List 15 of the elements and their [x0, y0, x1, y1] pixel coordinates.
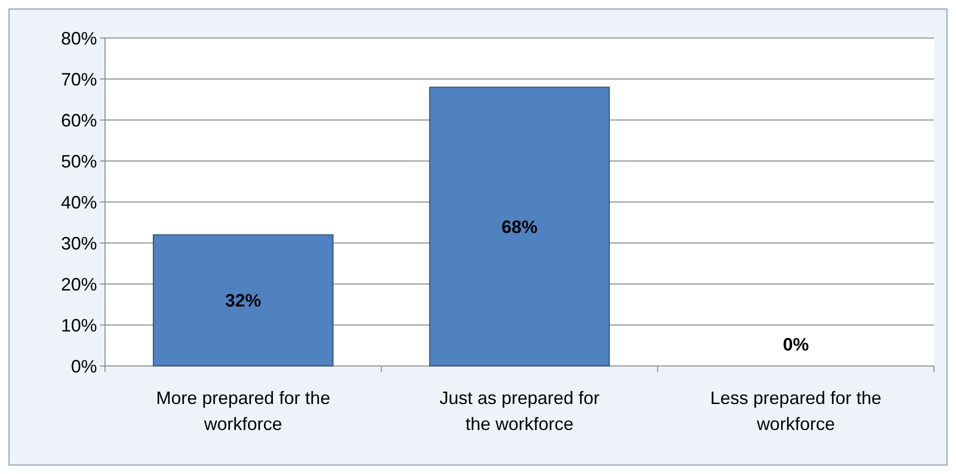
data-label: 0% — [782, 334, 809, 354]
y-tick-label: 70% — [60, 69, 97, 90]
y-tick-label: 10% — [60, 315, 97, 336]
y-tick-label: 80% — [60, 28, 97, 48]
y-tick-label: 40% — [60, 192, 97, 212]
x-tick-label: Just as prepared for the workforce — [439, 388, 600, 434]
data-label: 32% — [225, 290, 262, 311]
y-tick-label: 0% — [70, 356, 97, 376]
data-label: 68% — [501, 216, 538, 237]
x-tick-label: Less prepared for the workforce — [710, 388, 882, 434]
y-tick-label: 60% — [60, 110, 97, 130]
y-tick-label: 30% — [60, 233, 97, 254]
y-tick-label: 20% — [60, 274, 97, 294]
y-tick-label: 50% — [60, 151, 97, 172]
x-tick-label: More prepared for the workforce — [156, 388, 330, 434]
